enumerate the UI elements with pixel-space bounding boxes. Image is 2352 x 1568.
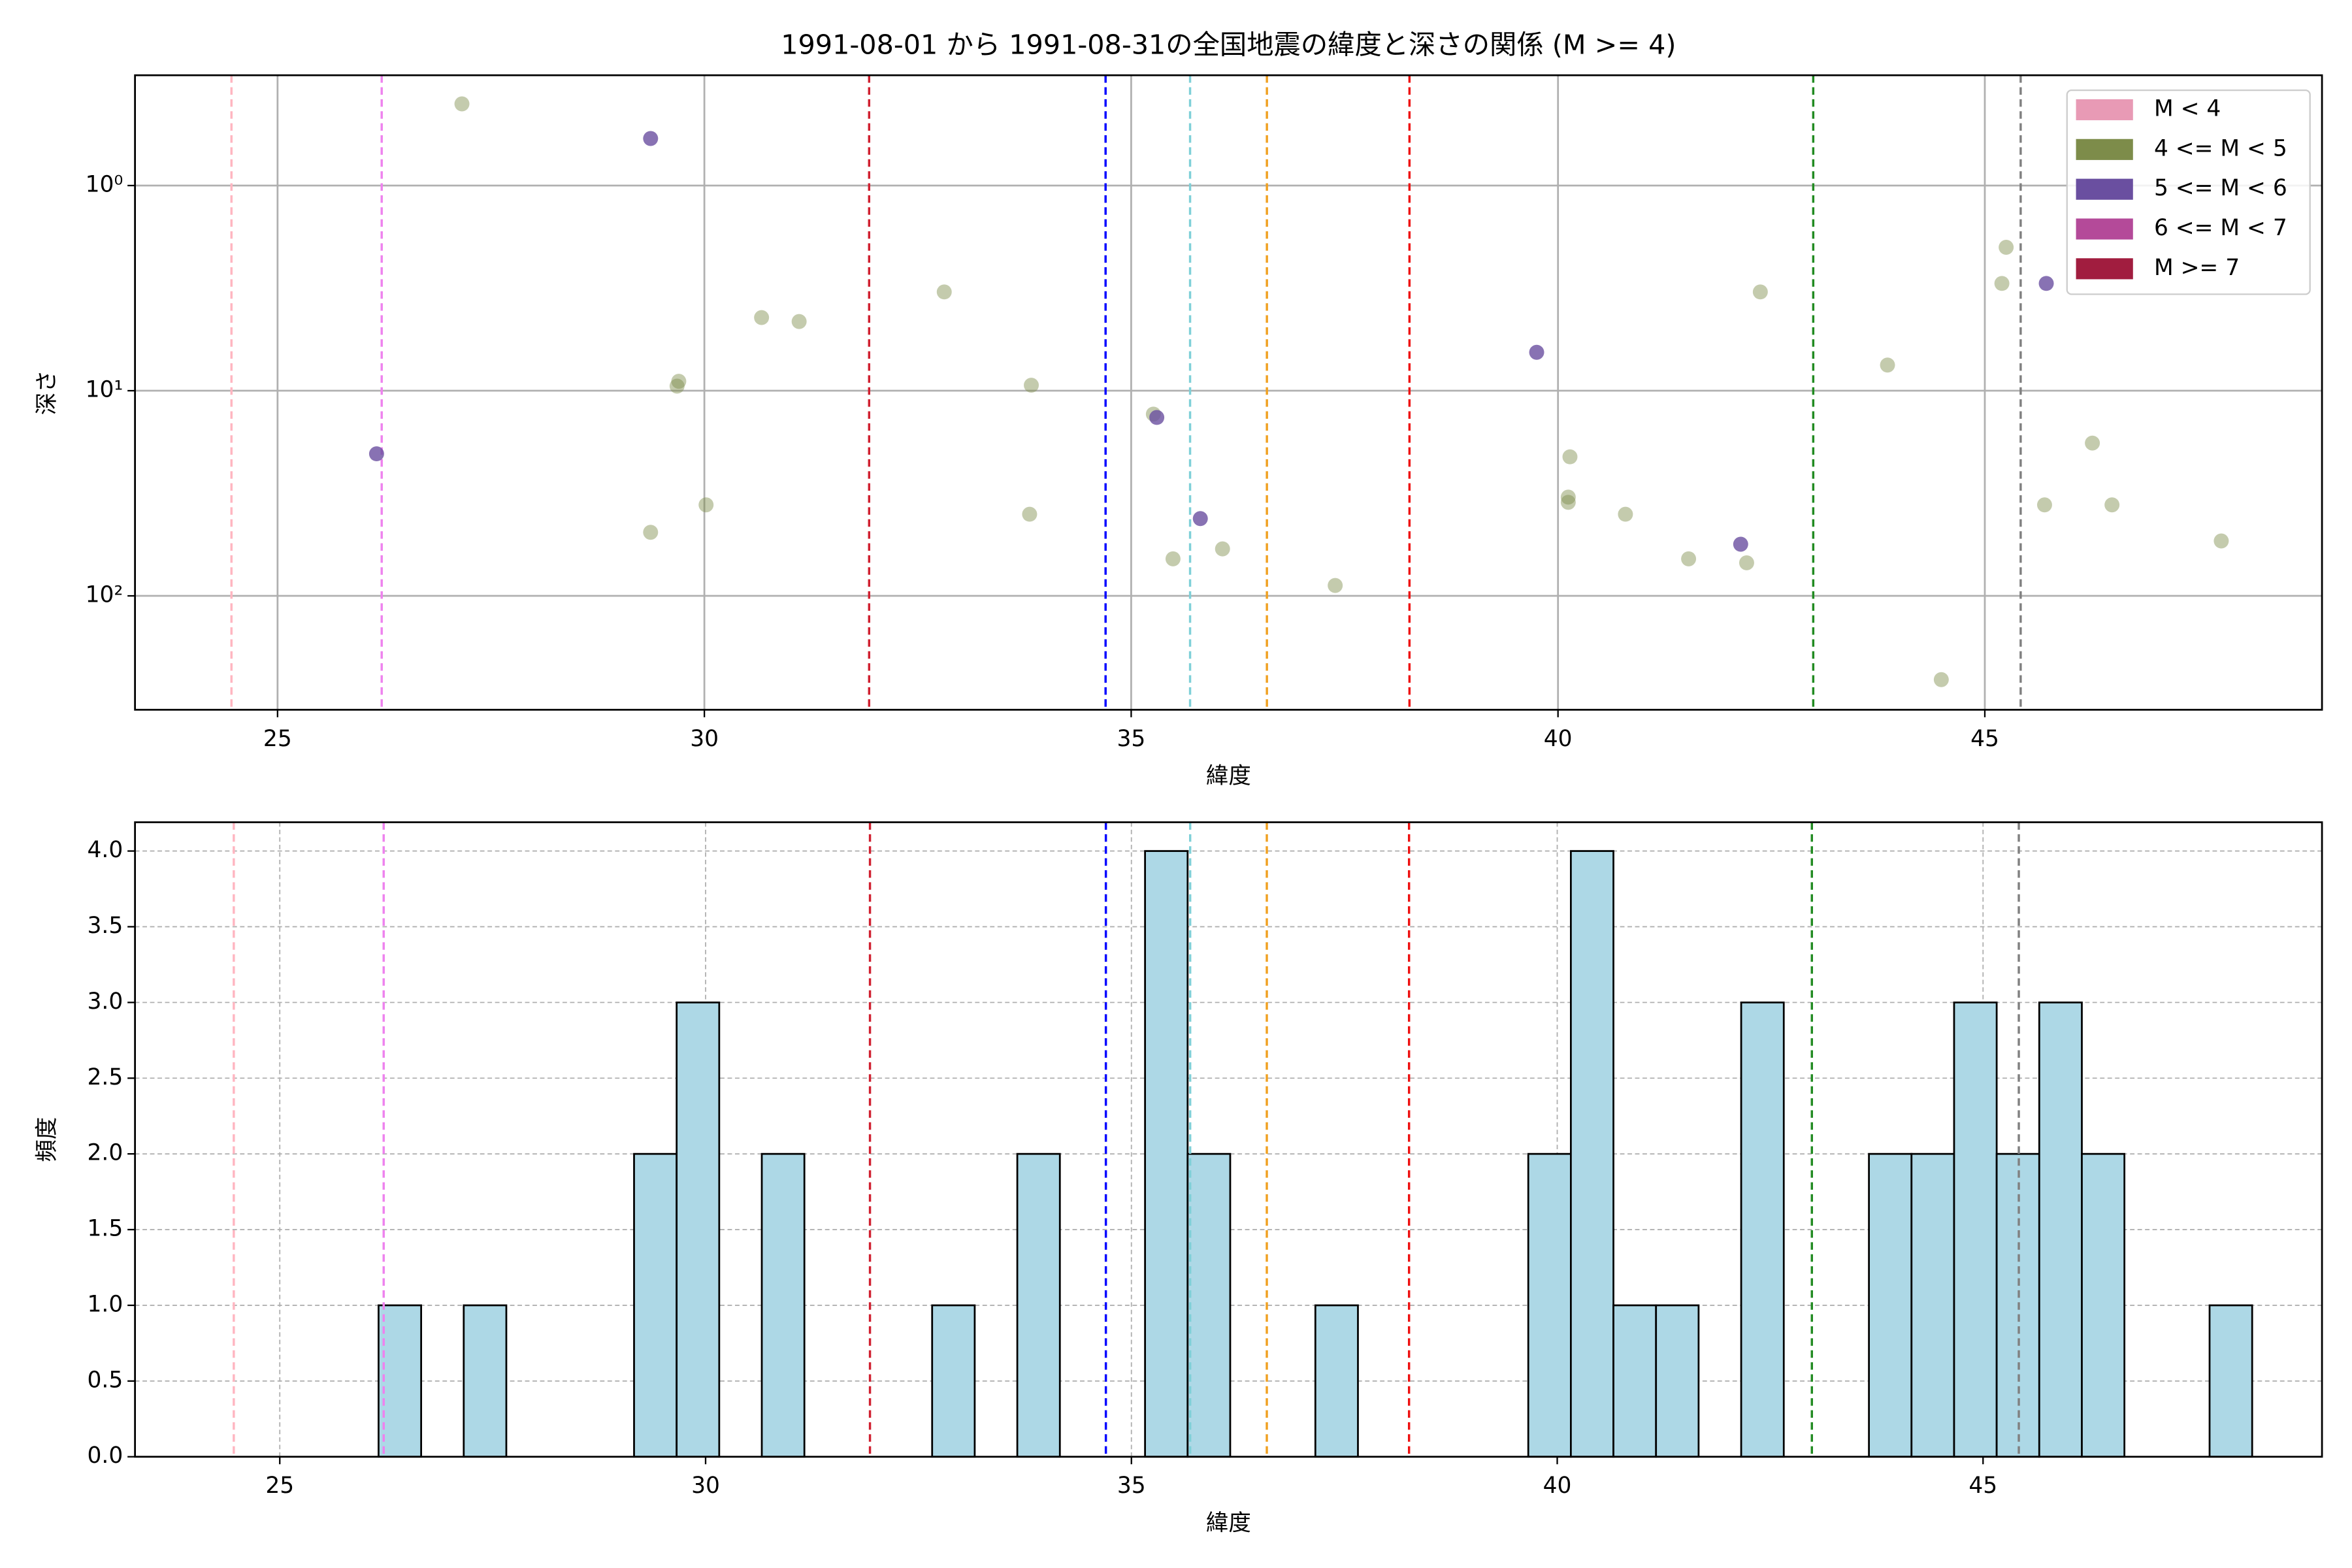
point bbox=[936, 284, 952, 300]
point bbox=[368, 446, 384, 462]
bar bbox=[2208, 1304, 2253, 1458]
bar bbox=[2081, 1152, 2126, 1458]
legend-label: 6 <= M < 7 bbox=[2154, 215, 2287, 241]
point bbox=[791, 314, 807, 329]
plot-frame bbox=[134, 821, 2323, 1458]
point bbox=[1165, 551, 1181, 566]
point bbox=[2038, 276, 2054, 291]
legend-swatch bbox=[2076, 218, 2133, 240]
x-tick-label: 30 bbox=[690, 726, 719, 752]
y-tick-label: 0.5 bbox=[88, 1367, 123, 1393]
bar bbox=[1612, 1304, 1658, 1458]
x-tick-label: 35 bbox=[1117, 726, 1146, 752]
bar bbox=[378, 1304, 422, 1458]
point bbox=[643, 525, 659, 540]
point bbox=[1328, 578, 1343, 593]
point bbox=[1618, 506, 1633, 522]
y-tick-label: 1.0 bbox=[88, 1291, 123, 1317]
bar bbox=[1527, 1152, 1572, 1458]
bar bbox=[1314, 1304, 1359, 1458]
y-tick-label: 10² bbox=[86, 582, 123, 608]
y-tick-label: 3.5 bbox=[88, 913, 123, 939]
y-tick-label: 1.5 bbox=[88, 1216, 123, 1242]
legend-swatch bbox=[2076, 178, 2133, 200]
point bbox=[1739, 555, 1754, 570]
legend-label: 5 <= M < 6 bbox=[2154, 175, 2287, 201]
y-axis-label: 頻度 bbox=[34, 1117, 60, 1162]
point bbox=[1562, 449, 1578, 465]
bar bbox=[1655, 1304, 1700, 1458]
x-tick-label: 25 bbox=[263, 726, 292, 752]
point bbox=[1752, 284, 1768, 300]
point bbox=[1192, 511, 1208, 527]
legend: M < 4 4 <= M < 5 5 <= M < 6 6 <= M < 7 M >= … bbox=[2066, 89, 2311, 295]
point bbox=[671, 374, 687, 389]
x-tick-label: 35 bbox=[1117, 1473, 1146, 1499]
bar bbox=[1144, 850, 1189, 1458]
y-tick-label: 0.0 bbox=[88, 1443, 123, 1469]
y-tick-label: 10¹ bbox=[86, 377, 123, 403]
legend-swatch bbox=[2076, 99, 2133, 121]
x-tick-label: 45 bbox=[1968, 1473, 1997, 1499]
x-tick-label: 45 bbox=[1970, 726, 1999, 752]
x-tick-label: 40 bbox=[1544, 726, 1573, 752]
point bbox=[2104, 497, 2120, 513]
point bbox=[1681, 551, 1697, 566]
y-tick-label: 2.0 bbox=[88, 1140, 123, 1166]
bar bbox=[1186, 1152, 1232, 1458]
x-axis-label: 緯度 bbox=[1206, 763, 1251, 789]
y-tick-label: 4.0 bbox=[88, 837, 123, 863]
point bbox=[1529, 344, 1544, 360]
point bbox=[1933, 672, 1949, 687]
legend-swatch bbox=[2076, 139, 2133, 160]
bar bbox=[1953, 1001, 1998, 1458]
bar bbox=[1868, 1152, 1913, 1458]
bar bbox=[931, 1304, 976, 1458]
point bbox=[2036, 497, 2052, 513]
bar bbox=[463, 1304, 508, 1458]
bar bbox=[2038, 1001, 2083, 1458]
x-axis-label: 緯度 bbox=[1206, 1511, 1251, 1537]
chart-title: 1991-08-01 から 1991-08-31の全国地震の緯度と深さの関係 (… bbox=[781, 29, 1676, 61]
bar bbox=[1910, 1152, 1955, 1458]
point bbox=[1024, 378, 1039, 393]
point bbox=[454, 96, 470, 112]
point bbox=[1880, 357, 1895, 373]
bar bbox=[1569, 850, 1614, 1458]
x-tick-label: 25 bbox=[265, 1473, 294, 1499]
point bbox=[2213, 533, 2229, 549]
y-tick-label: 2.5 bbox=[88, 1064, 123, 1090]
legend-label: 4 <= M < 5 bbox=[2154, 135, 2287, 161]
point bbox=[1733, 536, 1748, 552]
point bbox=[1022, 506, 1037, 522]
point bbox=[1215, 541, 1230, 557]
y-axis-label: 深さ bbox=[34, 370, 60, 415]
y-tick-label: 10⁰ bbox=[86, 171, 123, 197]
plot-frame bbox=[134, 74, 2323, 711]
legend-swatch bbox=[2076, 258, 2133, 280]
point bbox=[669, 378, 685, 394]
bar bbox=[1016, 1152, 1061, 1458]
point bbox=[1999, 240, 2014, 255]
bar bbox=[676, 1001, 721, 1458]
point bbox=[1560, 489, 1576, 505]
point bbox=[1149, 410, 1165, 425]
legend-label: M < 4 bbox=[2154, 95, 2221, 122]
point bbox=[643, 131, 659, 146]
x-tick-label: 30 bbox=[691, 1473, 720, 1499]
y-tick-label: 3.0 bbox=[88, 988, 123, 1015]
point bbox=[754, 310, 770, 325]
point bbox=[1560, 495, 1576, 510]
legend-label: M >= 7 bbox=[2154, 255, 2240, 281]
bar bbox=[1740, 1001, 1785, 1458]
point bbox=[698, 497, 714, 513]
point bbox=[2085, 435, 2100, 451]
x-tick-label: 40 bbox=[1543, 1473, 1572, 1499]
point bbox=[1994, 276, 2010, 291]
bar bbox=[633, 1152, 678, 1458]
bar bbox=[760, 1152, 806, 1458]
